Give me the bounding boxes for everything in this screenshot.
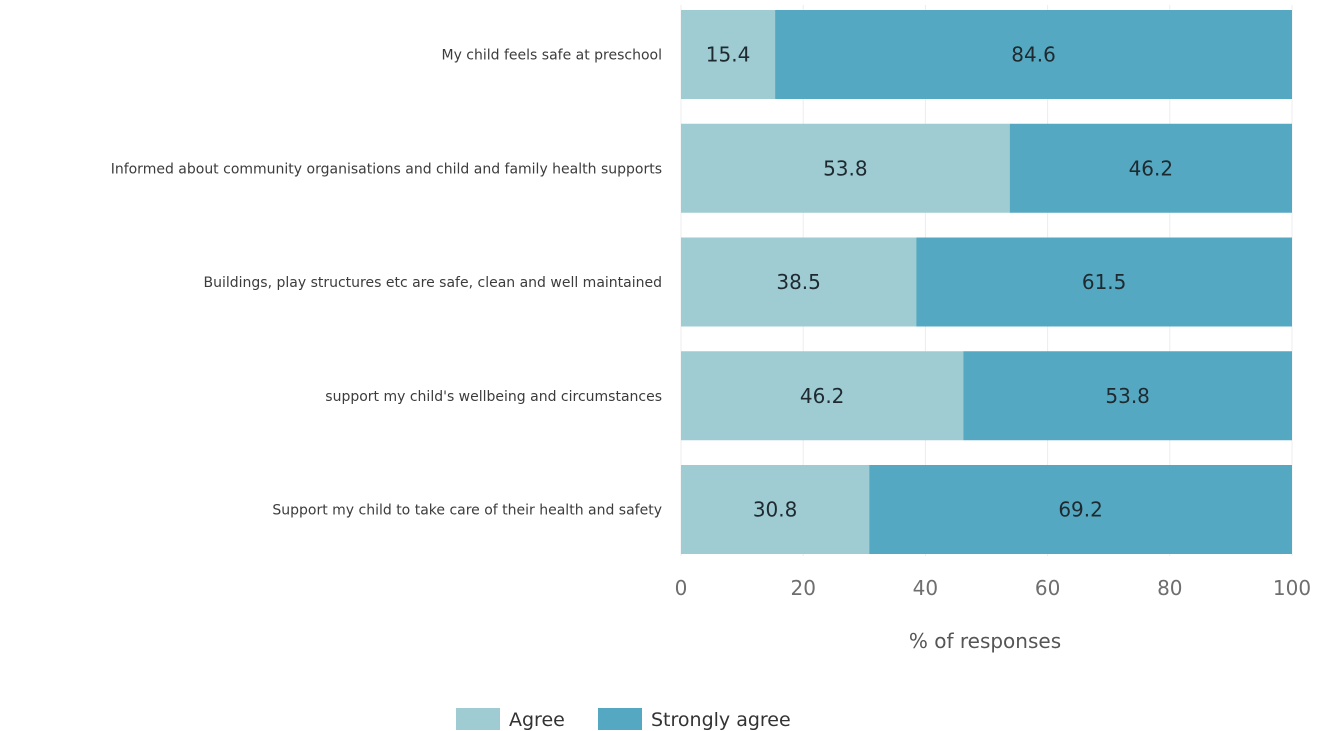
legend: Agree Strongly agree [456,708,791,731]
data-label: 15.4 [706,43,751,67]
data-label: 30.8 [753,498,798,522]
legend-swatch-agree [456,708,500,730]
data-label: 53.8 [823,156,868,180]
data-label: 38.5 [776,270,821,294]
category-label: Informed about community organisations a… [111,161,662,177]
category-labels: My child feels safe at preschool Informed… [111,48,662,519]
bar-strongly-agree [963,351,1292,441]
bar-agree [681,10,776,99]
x-tick-label: 20 [790,576,815,600]
data-label: 69.2 [1058,498,1103,522]
bar-strongly-agree [869,465,1292,554]
legend-label: Strongly agree [651,709,791,731]
legend-label: Agree [509,709,565,731]
bar-agree [681,123,1010,213]
data-label: 46.2 [1129,156,1174,180]
data-label: 84.6 [1011,43,1056,67]
x-tick-label: 80 [1157,576,1182,600]
x-axis-ticks: 0 20 40 60 80 100 [675,576,1311,600]
bar-agree [681,237,917,327]
category-label: support my child's wellbeing and circums… [325,389,662,405]
bar-agree [681,465,870,554]
bar-agree [681,351,964,441]
data-label: 53.8 [1105,384,1150,408]
data-label: 46.2 [800,384,845,408]
bars: 15.4 84.6 53.8 46.2 38.5 61.5 46.2 53.8 30.8 69.2 [681,10,1292,554]
x-tick-label: 40 [913,576,938,600]
bar-strongly-agree [916,237,1292,327]
category-label: Support my child to take care of their h… [272,503,662,519]
x-tick-label: 0 [675,576,688,600]
x-tick-label: 100 [1273,576,1311,600]
category-label: Buildings, play structures etc are safe,… [203,275,662,291]
category-label: My child feels safe at preschool [441,48,662,64]
data-label: 61.5 [1082,270,1127,294]
bar-strongly-agree [775,10,1292,99]
x-tick-label: 60 [1035,576,1060,600]
bar-strongly-agree [1009,123,1292,213]
x-axis-title: % of responses [909,629,1061,653]
legend-swatch-strongly-agree [598,708,642,730]
